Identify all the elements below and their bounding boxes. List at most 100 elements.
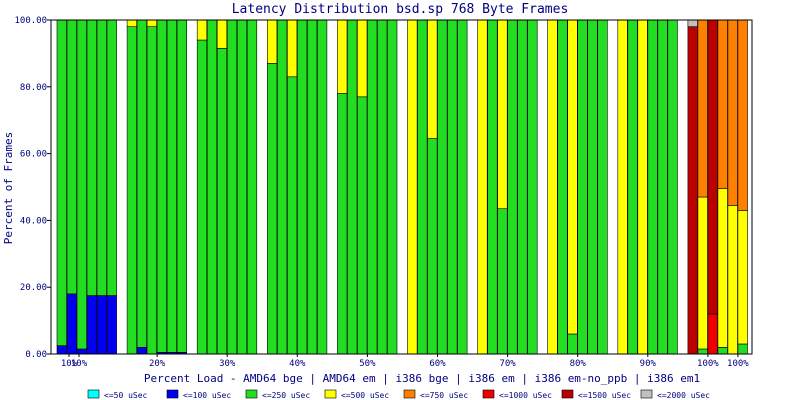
bar-segment (577, 19, 588, 355)
legend-label: <=100 uSec (183, 391, 231, 400)
bar-segment (216, 19, 228, 49)
x-tick-label: 40% (289, 359, 306, 369)
bar-segment (347, 19, 358, 355)
bar-segment (667, 19, 678, 355)
bar-segment (156, 19, 168, 353)
bar-segment (276, 19, 288, 355)
bar-segment (737, 210, 748, 345)
bar-segment (547, 19, 558, 355)
bar-segment (106, 19, 117, 296)
bar-segment (196, 19, 208, 41)
legend-label: <=1500 uSec (578, 391, 631, 400)
bar-segment (487, 19, 498, 355)
x-tick-label: 10% (61, 359, 78, 369)
bar-segment (697, 196, 708, 350)
bar-segment (587, 19, 598, 355)
bar-segment (357, 96, 368, 355)
bar-segment (717, 19, 728, 189)
x-tick-label: 50% (359, 359, 376, 369)
legend-label: <=500 uSec (341, 391, 389, 400)
bar-segment (66, 19, 77, 295)
bar-segment (707, 19, 718, 315)
bar-segment (377, 19, 388, 355)
x-tick-label: 20% (149, 359, 166, 369)
bar-segment (527, 19, 538, 355)
bar-segment (206, 19, 218, 355)
bar-segment (707, 313, 718, 355)
legend-label: <=2000 uSec (657, 391, 710, 400)
bar-segment (567, 19, 578, 335)
bar-segment (517, 19, 528, 355)
bar-segment (176, 19, 188, 353)
bar-segment (56, 345, 67, 355)
bar-segment (286, 76, 298, 355)
bar-segment (66, 293, 77, 355)
bar-segment (717, 347, 728, 355)
x-tick-label: 90% (640, 359, 657, 369)
chart-title: Latency Distribution bsd.sp 768 Byte Fra… (232, 2, 569, 17)
bar-segment (126, 19, 137, 27)
y-tick-label: 100.00 (14, 16, 47, 26)
legend-swatch (561, 389, 574, 399)
bar-segment (647, 19, 658, 355)
bar-segment (96, 295, 107, 355)
y-tick-label: 20.00 (20, 283, 47, 293)
legend: <=50 uSec <=100 uSec <=250 uSec <=500 uSec <… (87, 389, 710, 400)
legend-label: <=50 uSec (104, 391, 148, 400)
bar-segment (387, 19, 398, 355)
bar-segment (557, 19, 568, 355)
bar-segment (337, 19, 348, 94)
legend-label: <=750 uSec (420, 391, 468, 400)
bar-segment (567, 333, 578, 355)
bar-segment (727, 19, 738, 206)
bar-segment (627, 19, 638, 355)
bar-segment (146, 26, 158, 355)
plot-frame (50, 19, 753, 355)
x-tick-label: 10% (71, 359, 88, 369)
bar-segment (126, 26, 137, 355)
bar-segment (136, 347, 148, 355)
y-tick-label: 60.00 (20, 150, 47, 160)
bar-segment (56, 19, 67, 346)
bar-segment (687, 19, 698, 27)
bar-segment (497, 19, 508, 210)
bar-segment (727, 205, 738, 355)
bar-segment (687, 26, 698, 355)
bar-segment (86, 19, 97, 296)
y-tick-label: 40.00 (20, 216, 47, 226)
bar-segment (96, 19, 107, 296)
bar-segment (457, 19, 468, 355)
bar-segment (477, 19, 488, 355)
bar-segment (166, 19, 178, 353)
x-tick-label: 100% (697, 359, 719, 369)
bar-segment (447, 19, 458, 355)
bar-segment (296, 19, 308, 355)
axes-layer: 0.00 20.00 40.00 60.00 80.00 100.00 10%10% 20% 3… (14, 16, 753, 369)
bar-segment (76, 19, 87, 350)
bar-segment (76, 348, 87, 355)
bar-segment (196, 39, 208, 355)
bar-segment (316, 19, 328, 355)
x-tick-label: 100% (727, 359, 749, 369)
bar-segment (427, 19, 438, 139)
bar-segment (657, 19, 668, 355)
bar-segment (367, 19, 378, 355)
bar-segment (357, 19, 368, 98)
legend-swatch (324, 389, 337, 399)
y-tick-label: 80.00 (20, 83, 47, 93)
bar-segment (286, 19, 298, 78)
bar-segment (146, 19, 158, 27)
bar-segment (507, 19, 518, 355)
x-tick-label: 80% (570, 359, 587, 369)
bar-segment (697, 19, 708, 198)
bar-segment (236, 19, 248, 355)
bar-segment (266, 63, 278, 355)
legend-swatch (403, 389, 416, 399)
bar-segment (337, 93, 348, 355)
bar-segment (617, 19, 628, 355)
bar-segment (597, 19, 608, 355)
y-tick-label: 0.00 (25, 350, 47, 360)
legend-label: <=1000 uSec (499, 391, 552, 400)
bar-segment (266, 19, 278, 64)
